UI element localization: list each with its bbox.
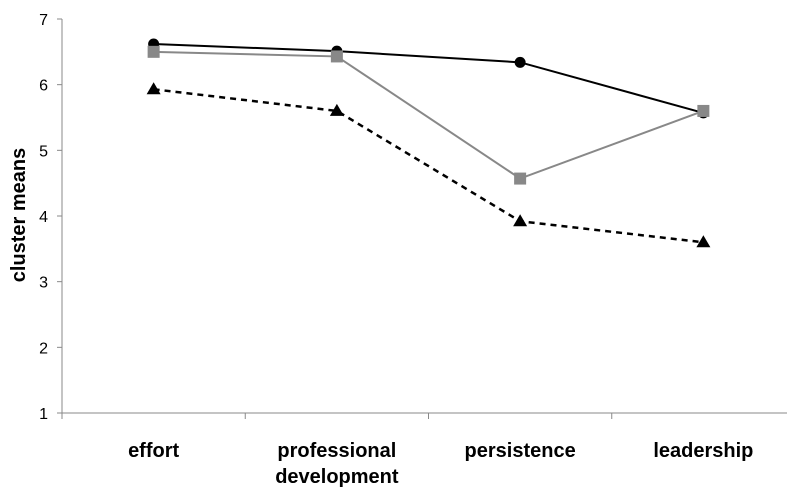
y-tick-label: 3 (39, 275, 48, 292)
data-point (330, 50, 343, 63)
data-point (696, 235, 711, 248)
data-point (514, 56, 526, 68)
axes (61, 19, 787, 414)
series-1 (148, 38, 709, 119)
series-line (153, 42, 704, 114)
x-tick-label: leadership (653, 440, 753, 462)
y-tick-label: 7 (39, 12, 48, 29)
y-ticks: 1 2 3 4 5 6 7 (39, 12, 62, 423)
data-point (146, 82, 161, 95)
data-point (697, 104, 710, 117)
data-point (329, 103, 344, 116)
series-layer (146, 38, 711, 248)
x-tick-label: effort (128, 440, 179, 462)
y-tick-label: 5 (39, 143, 48, 160)
y-tick-label: 6 (39, 78, 48, 95)
y-tick-label: 2 (39, 340, 48, 357)
series-line (153, 50, 704, 180)
data-point (513, 214, 528, 227)
y-axis-title: cluster means (8, 148, 30, 283)
y-tick-label: 1 (39, 406, 48, 423)
x-ticks: effort professional development persistence… (61, 413, 753, 488)
x-tick-label: professional development (275, 440, 399, 488)
series-line (153, 88, 704, 244)
data-point (514, 172, 527, 185)
data-point (147, 45, 160, 58)
y-tick-label: 4 (39, 209, 48, 226)
x-tick-label: persistence (465, 440, 576, 462)
series-2 (147, 45, 710, 185)
series-3 (146, 82, 711, 248)
